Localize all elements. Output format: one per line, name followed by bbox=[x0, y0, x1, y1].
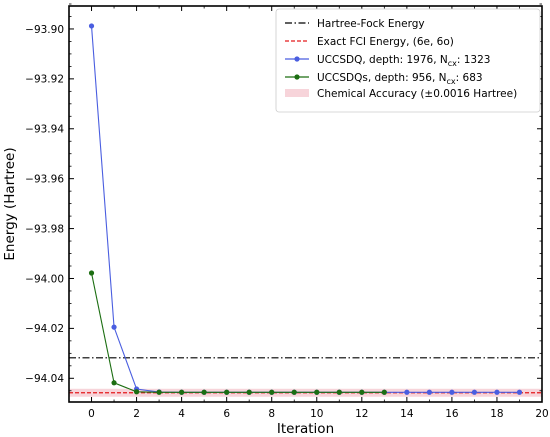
x-tick-label: 16 bbox=[445, 408, 459, 420]
x-tick-label: 14 bbox=[400, 408, 414, 420]
uccsdq-point bbox=[111, 324, 117, 330]
y-tick-label: −94.02 bbox=[25, 323, 64, 335]
legend-chem-accuracy-patch bbox=[285, 89, 309, 97]
legend-uccsdq-sub: cx bbox=[448, 59, 457, 68]
uccsdq-point bbox=[471, 389, 478, 395]
uccsdqs-point bbox=[381, 389, 387, 395]
plot-area: 0 2 4 6 8 10 12 14 16 18 20 −93.90 −93.92 −93.94 −93.9… bbox=[2, 3, 549, 437]
legend-uccsdq-suffix: : 1323 bbox=[457, 54, 491, 66]
uccsdqs-point bbox=[269, 389, 275, 395]
uccsdqs-line bbox=[90, 272, 385, 393]
uccsdqs-point bbox=[88, 270, 95, 276]
legend-fci-label: Exact FCI Energy, (6e, 6o) bbox=[317, 36, 454, 48]
legend: Hartree-Fock Energy Exact FCI Energy, (6… bbox=[275, 8, 541, 113]
x-tick-label: 18 bbox=[490, 408, 503, 420]
legend-uccsdqs-suffix: : 683 bbox=[456, 72, 483, 84]
legend-uccsdqs-label: UCCSDQs, depth: 956, Ncx: 683 bbox=[317, 72, 483, 86]
y-tick-label: −94.04 bbox=[25, 373, 64, 385]
legend-hf-label: Hartree-Fock Energy bbox=[317, 18, 425, 30]
y-tick-label: −93.90 bbox=[25, 24, 64, 36]
legend-uccsdqs-prefix: UCCSDQs, depth: 956, N bbox=[317, 72, 447, 84]
legend-chem-accuracy-label: Chemical Accuracy (±0.0016 Hartree) bbox=[317, 88, 517, 100]
uccsdq-point bbox=[88, 23, 95, 29]
uccsdqs-point bbox=[314, 389, 320, 395]
uccsdq-point bbox=[494, 389, 500, 395]
x-tick-label: 6 bbox=[223, 408, 230, 420]
uccsdqs-point bbox=[156, 389, 162, 395]
uccsdq-point bbox=[516, 389, 523, 395]
legend-uccsdqs-marker bbox=[294, 74, 300, 80]
uccsdqs-point bbox=[224, 389, 230, 395]
y-tick-label: −94.00 bbox=[25, 273, 64, 285]
legend-uccsdq-prefix: UCCSDQ, depth: 1976, N bbox=[317, 54, 448, 66]
y-tick-label: −93.92 bbox=[25, 74, 64, 86]
uccsdqs-point bbox=[336, 389, 342, 395]
y-tick-label: −93.96 bbox=[25, 173, 64, 185]
uccsdqs-point bbox=[246, 389, 252, 395]
uccsdq-point bbox=[404, 389, 410, 395]
x-tick-label: 2 bbox=[133, 408, 140, 420]
x-tick-label: 10 bbox=[310, 408, 323, 420]
uccsdqs-point bbox=[111, 380, 117, 386]
y-tick-label: −93.98 bbox=[25, 223, 64, 235]
uccsdqs-point bbox=[201, 389, 207, 395]
legend-uccsdqs-sub: cx bbox=[447, 77, 456, 86]
legend-uccsdq-label: UCCSDQ, depth: 1976, Ncx: 1323 bbox=[317, 54, 490, 68]
legend-uccsdq-marker bbox=[294, 56, 300, 62]
x-tick-label: 20 bbox=[535, 408, 548, 420]
x-tick-label: 4 bbox=[178, 408, 185, 420]
uccsdqs-point bbox=[179, 389, 185, 395]
uccsdqs-point bbox=[133, 389, 140, 395]
uccsdqs-point bbox=[359, 389, 365, 395]
x-tick-label: 8 bbox=[268, 408, 275, 420]
x-tick-label: 0 bbox=[88, 408, 95, 420]
y-axis-title: Energy (Hartree) bbox=[2, 147, 18, 260]
y-tick-label: −93.94 bbox=[25, 124, 64, 136]
x-tick-label: 12 bbox=[355, 408, 368, 420]
uccsdq-point bbox=[449, 389, 455, 395]
x-axis-title: Iteration bbox=[277, 421, 334, 437]
legend-box bbox=[275, 8, 541, 113]
uccsdq-point bbox=[426, 389, 432, 395]
uccsdqs-point bbox=[291, 389, 297, 395]
